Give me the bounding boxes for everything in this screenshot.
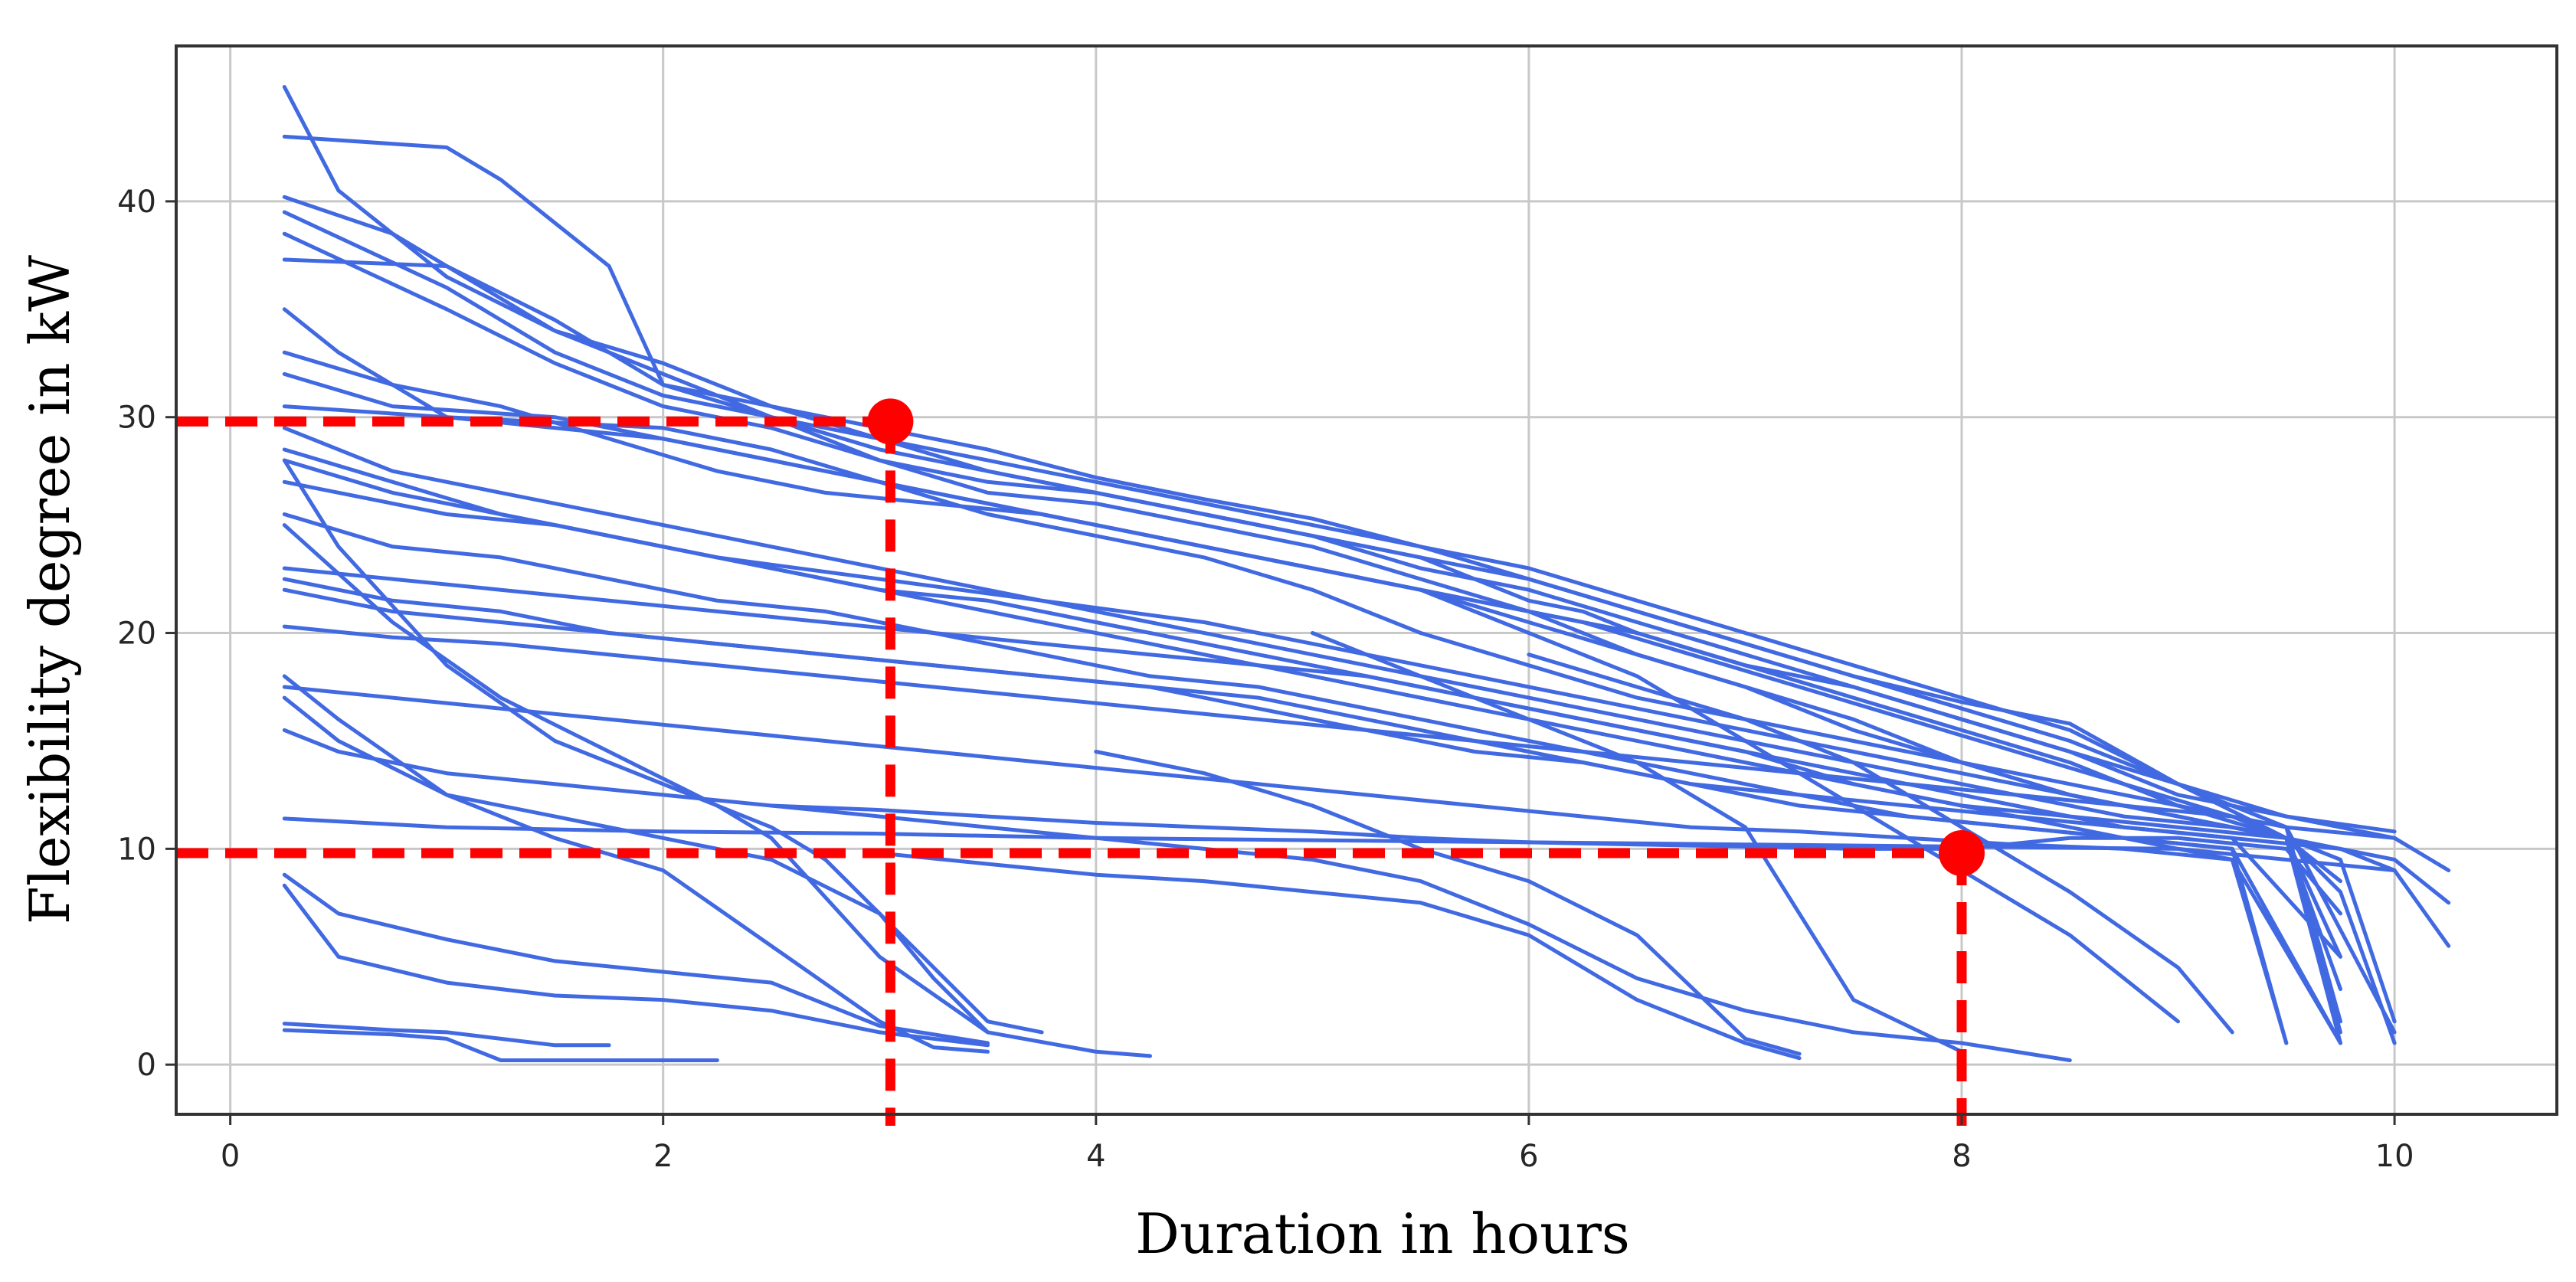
- series-line-26: [282, 872, 990, 1045]
- x-tick-label-5: 10: [2375, 1139, 2414, 1174]
- y-axis-title: Flexibility degree in kW: [18, 255, 82, 924]
- x-tick-label-3: 6: [1519, 1139, 1538, 1174]
- series-line-23: [282, 458, 1044, 1035]
- series-line-18: [282, 624, 2289, 840]
- series-line-29: [282, 1028, 719, 1062]
- y-tick-label-2: 20: [117, 616, 156, 652]
- series-line-30: [877, 851, 1802, 1061]
- series-line-33: [1310, 631, 1964, 1054]
- x-tick-labels: 0 2 4 6 8 10: [221, 1114, 2414, 1174]
- series-line-11: [282, 447, 2289, 1045]
- marker-annotations: [176, 398, 1985, 1126]
- y-tick-label-1: 10: [117, 832, 156, 867]
- grid: [176, 46, 2557, 1114]
- series-line-27: [282, 883, 990, 1048]
- series-line-22: [282, 695, 990, 1035]
- y-tick-label-3: 30: [117, 401, 156, 436]
- x-tick-label-4: 8: [1952, 1139, 1971, 1174]
- marker-point-1: [1939, 830, 1985, 876]
- series-line-17: [282, 587, 2342, 959]
- series-line-25: [282, 674, 990, 1054]
- x-tick-label-1: 2: [653, 1139, 673, 1174]
- series-line-5: [282, 257, 2397, 1035]
- series-line-31: [769, 803, 2072, 1062]
- marker-point-0: [867, 398, 914, 445]
- series-line-32: [1094, 750, 1802, 1056]
- y-tick-label-0: 0: [137, 1048, 156, 1083]
- series-line-6: [282, 307, 2342, 991]
- series-line-1: [282, 134, 2397, 834]
- x-tick-label-0: 0: [221, 1139, 240, 1174]
- series-line-2: [282, 195, 2342, 1024]
- series-line-3: [282, 210, 2451, 872]
- series-line-28: [282, 1022, 611, 1048]
- y-tick-label-4: 40: [117, 185, 156, 220]
- y-tick-labels: 0 10 20 30 40: [117, 185, 176, 1083]
- x-tick-label-2: 4: [1086, 1139, 1105, 1174]
- plot-frame: [175, 44, 2558, 1116]
- series-line-24: [282, 523, 1152, 1058]
- series-line-34: [1419, 587, 2180, 1024]
- series-line-9: [282, 404, 2397, 840]
- series-line-20: [282, 728, 2342, 916]
- series-line-35: [1527, 652, 2234, 1035]
- x-axis-title: Duration in hours: [1135, 1202, 1630, 1266]
- series-line-4: [282, 231, 2342, 1045]
- series-lines: [282, 85, 2451, 1062]
